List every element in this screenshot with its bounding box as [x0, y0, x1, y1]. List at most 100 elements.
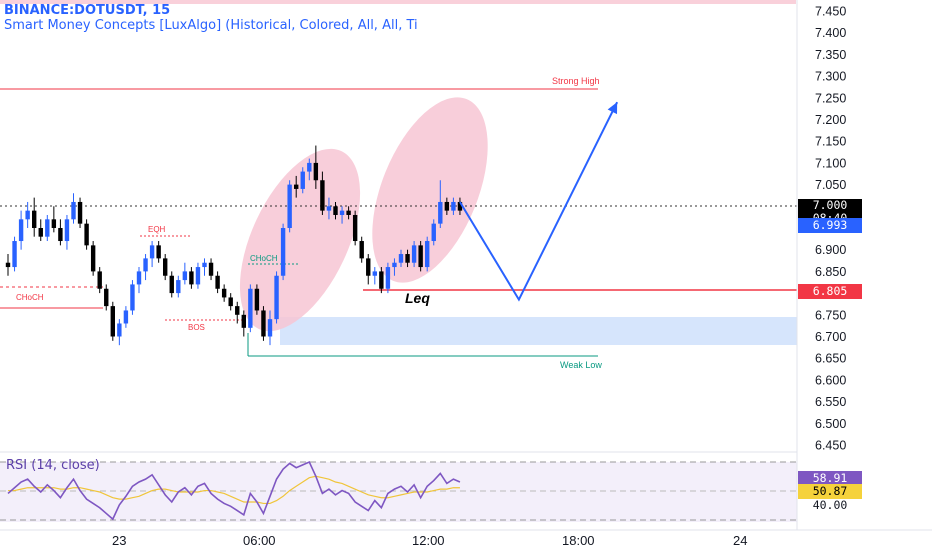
time-tick-0600: 06:00	[243, 533, 276, 548]
candle-body	[339, 210, 345, 215]
price-tick-label: 6.550	[815, 395, 846, 409]
highlight-ellipse-left	[239, 148, 361, 332]
candle-body	[104, 288, 109, 307]
candle-body	[110, 306, 115, 337]
rsi-ma-tag: 50.87	[798, 484, 862, 499]
candle-body	[359, 241, 364, 259]
price-tick-label: 6.450	[815, 439, 846, 453]
candle-body	[163, 258, 168, 276]
price-tick-label: 7.400	[815, 26, 846, 40]
leq-label: Leq	[405, 290, 430, 306]
candle-body	[320, 180, 325, 211]
candle-body	[5, 262, 11, 268]
price-tick-label: 6.850	[815, 265, 846, 279]
candle-body	[280, 228, 286, 276]
projection-path	[459, 101, 619, 302]
candle-body	[379, 271, 384, 289]
rsi-ma-line	[8, 475, 460, 505]
candle-body	[385, 267, 391, 289]
candle-body	[221, 288, 227, 298]
candle-body	[411, 245, 417, 263]
price-tick-label: 6.500	[815, 417, 846, 431]
candle-body	[418, 245, 423, 268]
candle-body	[294, 184, 299, 189]
candle-body	[90, 245, 96, 272]
candle-body	[392, 262, 397, 268]
price-tick-label: 6.700	[815, 330, 846, 344]
candle-body	[136, 271, 142, 285]
candle-body	[143, 258, 148, 272]
candle-body	[208, 262, 214, 276]
candle-body	[366, 258, 371, 276]
candle-body	[51, 219, 57, 228]
candle-body	[372, 271, 377, 276]
time-tick-23: 23	[112, 533, 126, 548]
candle-body	[438, 201, 443, 224]
candle-body	[84, 223, 89, 246]
candle-body	[457, 201, 463, 211]
eqh-label: EQH	[148, 225, 166, 234]
price-tick-label: 7.050	[815, 178, 846, 192]
candle-body	[71, 201, 76, 220]
indicator-title[interactable]: Smart Money Concepts [LuxAlgo] (Historic…	[4, 18, 418, 33]
price-axis[interactable]	[797, 0, 932, 530]
candle-body	[189, 271, 194, 285]
rsi-title[interactable]: RSI (14, close)	[6, 458, 100, 473]
blue-price-tag: 6.993	[798, 218, 862, 233]
candle-body	[195, 267, 201, 285]
candle-body	[77, 201, 83, 224]
candle-body	[97, 271, 102, 289]
candle-body	[326, 206, 332, 211]
rsi-axis-tick: 40.00	[812, 498, 848, 512]
candle-body	[130, 284, 135, 311]
candle-body	[202, 262, 207, 268]
candle-body	[235, 306, 240, 315]
highlight-ellipse-right	[372, 97, 488, 283]
current-price-tag: 7.000	[798, 199, 862, 212]
price-tick-label: 6.750	[815, 308, 846, 322]
price-tick-label: 7.300	[815, 70, 846, 84]
weak-low-label: Weak Low	[560, 360, 602, 370]
candle-body	[267, 319, 273, 337]
choch-left-label: CHoCH	[16, 293, 44, 302]
candle-body	[18, 219, 24, 242]
rsi-line	[7, 460, 461, 521]
candle-body	[169, 275, 174, 294]
candles-group	[5, 145, 463, 346]
rsi-pane-background	[0, 462, 797, 522]
rsi-value-tag: 58.91	[798, 471, 862, 486]
candle-body	[248, 288, 253, 328]
candle-body	[274, 275, 279, 320]
candle-body	[444, 201, 450, 211]
time-tick-24: 24	[733, 533, 747, 548]
bos-label: BOS	[188, 323, 205, 332]
alert-strip	[0, 0, 796, 4]
projection-arrowhead	[607, 102, 618, 115]
candle-body	[215, 275, 220, 289]
candle-body	[32, 210, 37, 228]
candle-body	[254, 288, 260, 311]
price-tick-label: 6.900	[815, 243, 846, 257]
candle-body	[149, 245, 155, 259]
price-tick-label: 7.450	[815, 5, 846, 19]
candle-body	[228, 297, 233, 307]
candle-body	[45, 219, 50, 237]
time-tick-1800: 18:00	[562, 533, 595, 548]
price-tick-label: 6.600	[815, 373, 846, 387]
candle-body	[398, 254, 404, 263]
choch-mid-label: CHoCH	[250, 254, 278, 263]
symbol-title[interactable]: BINANCE:DOTUSDT, 15	[4, 3, 171, 18]
price-tick-label: 7.200	[815, 113, 846, 127]
candle-body	[300, 171, 305, 189]
time-axis[interactable]	[0, 530, 932, 550]
candle-body	[261, 310, 266, 337]
candle-body	[346, 210, 351, 215]
demand-zone	[280, 317, 797, 345]
candle-body	[352, 214, 358, 242]
time-tick-1200: 12:00	[412, 533, 445, 548]
candle-body	[241, 314, 246, 328]
candle-body	[25, 210, 30, 220]
candle-body	[123, 310, 129, 324]
candle-body	[182, 271, 188, 281]
